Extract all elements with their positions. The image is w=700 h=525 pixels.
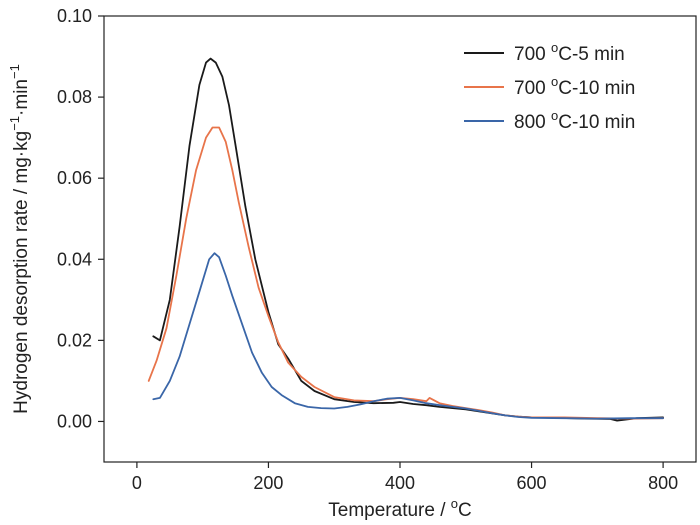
y-tick-label: 0.02 xyxy=(57,330,92,350)
legend-label: 800 oC-10 min xyxy=(514,108,635,133)
series-line-3 xyxy=(152,252,664,420)
legend: 700 oC-5 min 700 oC-10 min 800 oC-10 min xyxy=(464,40,635,133)
series-layer xyxy=(147,57,664,422)
axes-layer: 0 200 400 600 800 0.00 0.02 0.04 0.06 0.08 0.10 xyxy=(57,6,678,493)
legend-item: 700 oC-10 min xyxy=(464,74,635,99)
legend-label: 700 oC-5 min xyxy=(514,40,625,65)
legend-item: 800 oC-10 min xyxy=(464,108,635,133)
x-tick-label: 800 xyxy=(648,473,678,493)
x-axis-title: Temperature / oC xyxy=(328,496,471,521)
legend-item: 700 oC-5 min xyxy=(464,40,625,65)
x-tick-label: 0 xyxy=(132,473,142,493)
y-tick-label: 0.04 xyxy=(57,249,92,269)
x-tick-label: 600 xyxy=(517,473,547,493)
x-tick-label: 200 xyxy=(253,473,283,493)
legend-label: 700 oC-10 min xyxy=(514,74,635,99)
series-line-2 xyxy=(147,126,664,420)
y-tick-label: 0.08 xyxy=(57,87,92,107)
y-tick-label: 0.06 xyxy=(57,168,92,188)
y-axis-title: Hydrogen desorption rate / mg·kg−1·min−1 xyxy=(7,64,32,414)
y-tick-label: 0.10 xyxy=(57,6,92,26)
x-tick-label: 400 xyxy=(385,473,415,493)
y-tick-label: 0.00 xyxy=(57,411,92,431)
